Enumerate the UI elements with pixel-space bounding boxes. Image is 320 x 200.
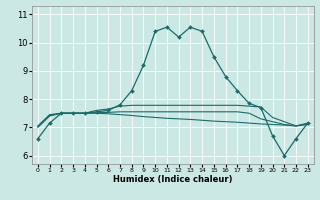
X-axis label: Humidex (Indice chaleur): Humidex (Indice chaleur) (113, 175, 233, 184)
